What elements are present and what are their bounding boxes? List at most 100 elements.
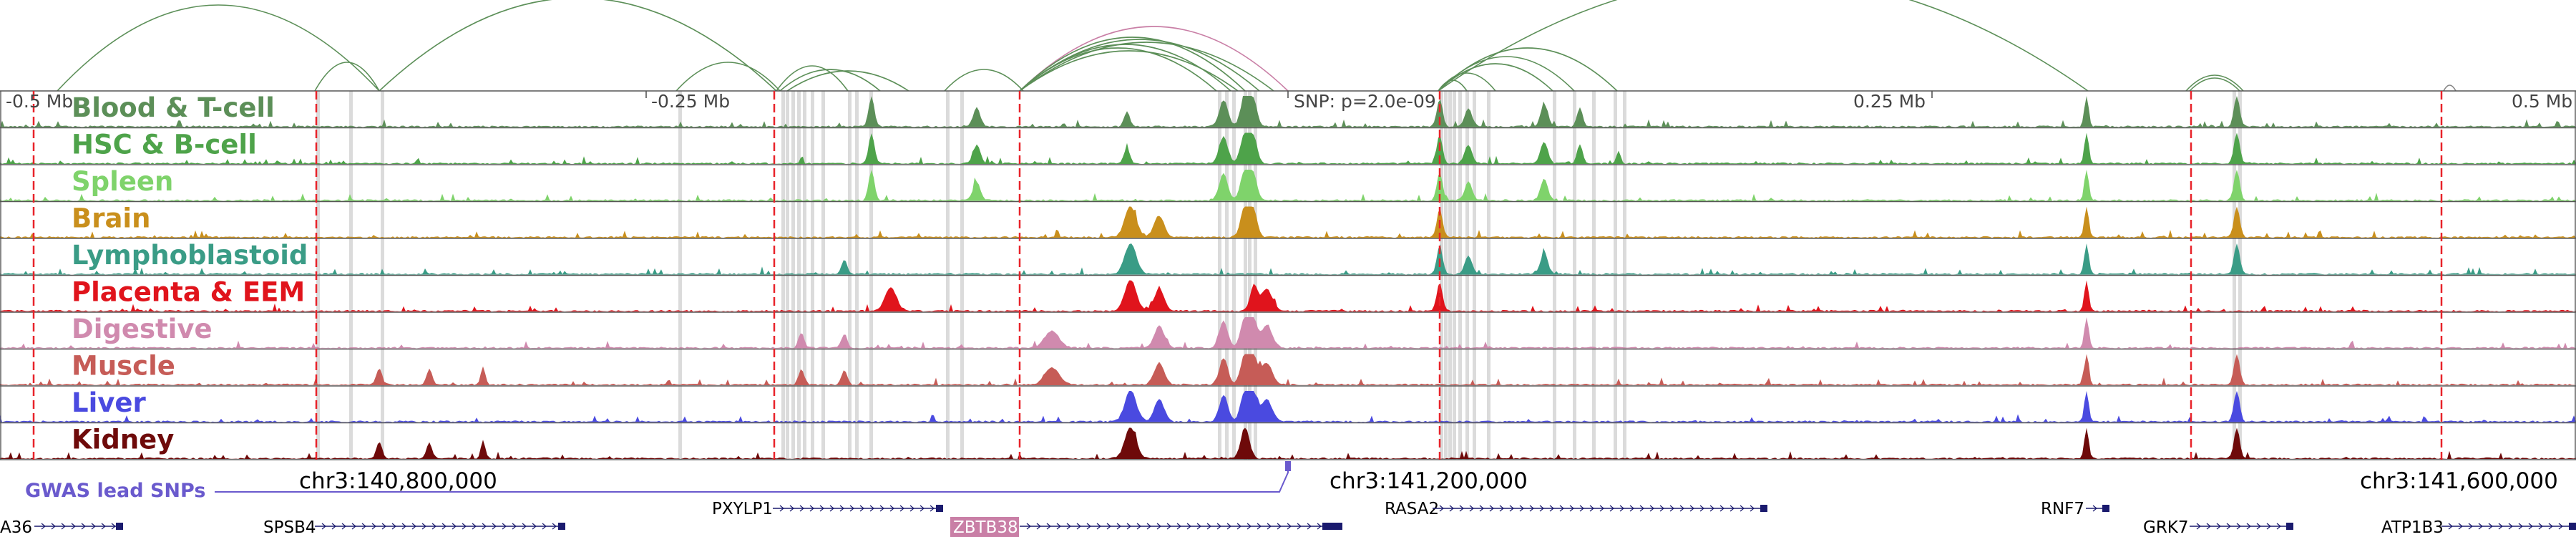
- strand-arrow: [1156, 523, 1161, 530]
- strand-arrow: [1479, 505, 1484, 512]
- strand-arrow: [2498, 523, 2503, 530]
- strand-arrow: [1106, 523, 1111, 530]
- scale-labels: -0.5 Mb -0.25 Mb SNP: p=2.0e-09 0.25 Mb …: [6, 91, 2572, 112]
- scale-label: -0.5 Mb: [6, 91, 73, 112]
- marker-lines: [32, 91, 2443, 460]
- strand-arrow: [2538, 523, 2543, 530]
- strand-arrow: [1026, 523, 1031, 530]
- strand-arrow: [512, 523, 517, 530]
- strand-arrow: [1086, 523, 1091, 530]
- strand-arrow: [492, 523, 497, 530]
- strand-arrow: [1629, 505, 1634, 512]
- strand-arrow: [2276, 523, 2281, 530]
- strand-arrow: [462, 523, 467, 530]
- loop-arc: [1438, 56, 1575, 92]
- strand-arrow: [411, 523, 416, 530]
- loop-arc: [2443, 84, 2457, 92]
- scale-label: 0.5 Mb: [2512, 91, 2572, 112]
- strand-arrow: [1196, 523, 1201, 530]
- strand-arrow: [1699, 505, 1704, 512]
- track-labels: Blood & T-cell HSC & B-cell Spleen Brain Lym…: [72, 92, 308, 455]
- strand-arrow: [502, 523, 507, 530]
- strand-arrow: [522, 523, 527, 530]
- loop-arc: [1019, 37, 1246, 92]
- strand-arrow: [789, 505, 794, 512]
- track-signal: [0, 132, 2576, 164]
- gene-label: ATP1B3: [2381, 518, 2444, 537]
- strand-arrow: [1126, 523, 1131, 530]
- strand-arrow: [1076, 523, 1081, 530]
- strand-arrow: [1449, 505, 1454, 512]
- track-label: Spleen: [72, 166, 173, 197]
- strand-arrow: [2528, 523, 2533, 530]
- strand-arrow: [1579, 505, 1584, 512]
- strand-arrow: [1559, 505, 1564, 512]
- strand-arrow: [1509, 505, 1514, 512]
- strand-arrow: [1257, 523, 1262, 530]
- strand-arrow: [1539, 505, 1544, 512]
- loop-arc: [675, 62, 781, 92]
- strand-arrow: [371, 523, 376, 530]
- strand-arrow: [1729, 505, 1735, 512]
- track-label: Liver: [72, 387, 146, 418]
- strand-arrow: [1639, 505, 1644, 512]
- strand-arrow: [452, 523, 457, 530]
- strand-arrow: [809, 505, 814, 512]
- strand-arrow: [2236, 523, 2241, 530]
- strand-arrow: [91, 523, 96, 530]
- track-label: Placenta & EEM: [72, 277, 305, 308]
- strand-arrow: [1689, 505, 1694, 512]
- strand-arrow: [1317, 523, 1322, 530]
- track-signal: [0, 427, 2576, 459]
- strand-arrow: [1216, 523, 1221, 530]
- strand-arrow: [41, 523, 46, 530]
- strand-arrow: [819, 505, 824, 512]
- loop-arc: [2185, 74, 2244, 92]
- gene-label: A36: [0, 518, 32, 537]
- loop-arc: [57, 4, 380, 92]
- strand-arrow: [849, 505, 854, 512]
- gwas-snp-marker: [1285, 461, 1291, 471]
- strand-arrow: [909, 505, 914, 512]
- strand-arrow: [2478, 523, 2483, 530]
- coordinate-label: chr3:141,600,000: [2360, 468, 2558, 494]
- strand-arrow: [552, 523, 557, 530]
- strand-arrow: [1056, 523, 1061, 530]
- exon: [2569, 523, 2576, 530]
- strand-arrow: [2488, 523, 2493, 530]
- track-signal: [0, 317, 2576, 349]
- strand-arrow: [361, 523, 366, 530]
- exon: [2286, 523, 2293, 530]
- strand-arrow: [899, 505, 904, 512]
- exon: [558, 523, 565, 530]
- strand-arrow: [839, 505, 844, 512]
- strand-arrow: [1649, 505, 1654, 512]
- strand-arrow: [421, 523, 426, 530]
- loop-arc: [1019, 42, 1274, 92]
- strand-arrow: [1609, 505, 1614, 512]
- loop-arc: [1019, 26, 1289, 92]
- strand-arrow: [1176, 523, 1181, 530]
- strand-arrow: [2226, 523, 2231, 530]
- strand-arrow: [2206, 523, 2211, 530]
- strand-arrow: [351, 523, 356, 530]
- loop-arc: [2189, 77, 2240, 92]
- strand-arrow: [1166, 523, 1171, 530]
- strand-arrow: [401, 523, 406, 530]
- gene-label: GRK7: [2143, 518, 2189, 537]
- strand-arrow: [779, 505, 784, 512]
- strand-arrow: [51, 523, 56, 530]
- strand-arrow: [2196, 523, 2201, 530]
- strand-arrow: [482, 523, 487, 530]
- gene-track: A36 SPSB4 PXYLP1 ZBTB38 RASA2 RNF7 GRK7 …: [0, 500, 2576, 537]
- loop-arc: [786, 70, 909, 92]
- track-signal: [0, 96, 2576, 127]
- loop-arc: [1019, 50, 1239, 92]
- strand-arrow: [391, 523, 396, 530]
- coordinate-labels: chr3:140,800,000 chr3:141,200,000 chr3:1…: [299, 468, 2558, 494]
- strand-arrow: [1206, 523, 1211, 530]
- strand-arrow: [341, 523, 346, 530]
- track-label: Brain: [72, 203, 150, 234]
- strand-arrow: [1246, 523, 1252, 530]
- strand-arrow: [2246, 523, 2251, 530]
